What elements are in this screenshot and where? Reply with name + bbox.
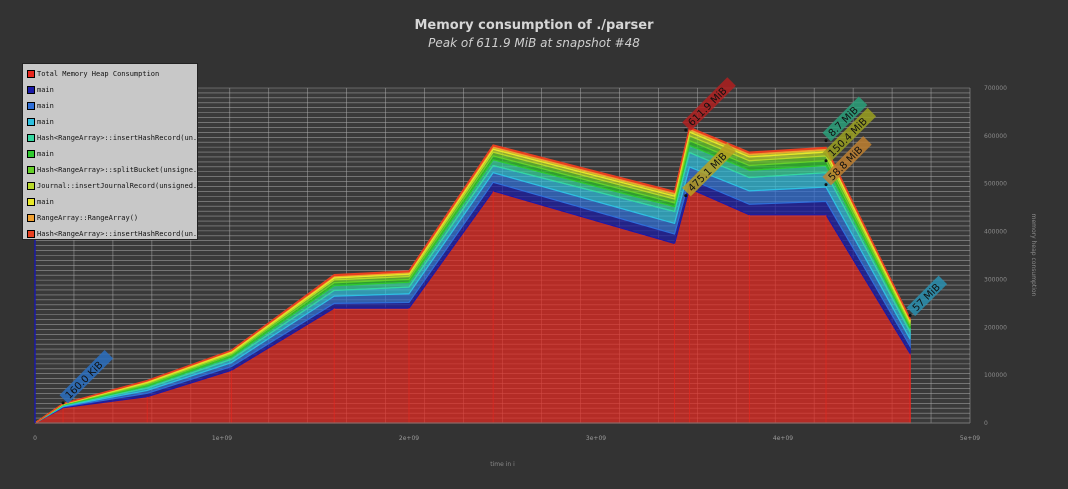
chart-subtitle: Peak of 611.9 MiB at snapshot #48 [428,36,640,50]
legend-label: Total Memory Heap Consumption [37,70,160,78]
legend-swatch [27,214,35,222]
chart-legend: Total Memory Heap Consumption main main mai… [22,63,198,240]
legend-swatch [27,182,35,190]
y-axis-label: memory heap consumption [1030,214,1037,297]
legend-swatch [27,166,35,174]
legend-swatch [27,150,35,158]
legend-swatch [27,134,35,142]
legend-label: main [37,118,54,126]
annotation-marker [61,401,65,405]
legend-item: main [27,83,197,97]
x-tick-label: 5e+09 [960,435,980,442]
legend-swatch [27,230,35,238]
legend-label: Journal::insertJournalRecord(unsigned... [37,182,197,190]
annotation-marker [684,128,688,132]
legend-item: Hash<RangeArray>::splitBucket(unsigne... [27,163,197,177]
y-tick-label: 700000 [984,85,1007,92]
annotation-box [822,96,868,142]
legend-item: Hash<RangeArray>::insertHashRecord(un... [27,227,197,241]
annotation-marker [824,139,828,143]
legend-swatch [27,86,35,94]
annotation-marker [908,313,912,317]
legend-swatch [27,102,35,110]
legend-label: Hash<RangeArray>::insertHashRecord(un... [37,230,197,238]
y-tick-label: 100000 [984,372,1007,379]
legend-label: main [37,86,54,94]
legend-item: Total Memory Heap Consumption [27,67,197,81]
area-series-10 [34,126,911,424]
legend-label: RangeArray::RangeArray() [37,214,139,222]
x-tick-label: 4e+09 [773,435,793,442]
y-tick-label: 300000 [984,276,1007,283]
legend-swatch [27,118,35,126]
x-axis-label: time in i [490,461,515,468]
annotation-marker [824,183,828,187]
legend-label: Hash<RangeArray>::splitBucket(unsigne... [37,166,197,174]
legend-label: main [37,102,54,110]
x-tick-label: 3e+09 [586,435,606,442]
annotation-box [822,107,877,162]
legend-item: RangeArray::RangeArray() [27,211,197,225]
y-tick-label: 500000 [984,181,1007,188]
legend-label: Hash<RangeArray>::insertHashRecord(un... [37,134,197,142]
legend-swatch [27,70,35,78]
chart-title: Memory consumption of ./parser [414,18,654,33]
y-tick-label: 600000 [984,133,1007,140]
y-tick-label: 200000 [984,324,1007,331]
annotation-box [59,350,114,404]
legend-item: main [27,99,197,113]
y-tick-label: 400000 [984,229,1007,236]
legend-label: main [37,150,54,158]
legend-item: main [27,195,197,209]
annotation-box [682,77,736,131]
legend-item: Journal::insertJournalRecord(unsigned... [27,179,197,193]
annotation-box [906,275,948,317]
x-tick-label: 2e+09 [399,435,419,442]
legend-swatch [27,198,35,206]
legend-label: main [37,198,54,206]
annotation-marker [684,194,688,198]
x-tick-label: 0 [33,435,37,442]
annotation-box [822,136,872,186]
legend-item: Hash<RangeArray>::insertHashRecord(un... [27,131,197,145]
legend-item: main [27,115,197,129]
x-tick-label: 1e+09 [212,435,232,442]
y-tick-label: 0 [984,420,988,427]
annotation-marker [824,159,828,163]
legend-item: main [27,147,197,161]
annotation-box [682,142,736,197]
